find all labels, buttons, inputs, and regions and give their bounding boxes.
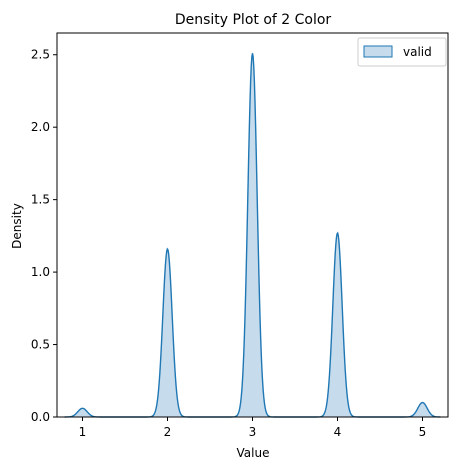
x-tick-label: 4 (334, 425, 342, 439)
x-tick-label: 5 (419, 425, 427, 439)
y-axis-label: Density (10, 203, 24, 249)
legend-label-valid: valid (403, 45, 432, 59)
density-area-valid (64, 53, 441, 417)
x-tick-label: 1 (79, 425, 87, 439)
legend-swatch-valid (363, 45, 393, 58)
chart-title: Density Plot of 2 Color (175, 12, 332, 28)
x-axis: 1 2 3 4 5 (79, 417, 427, 439)
y-tick-label: 1.5 (31, 193, 50, 207)
y-tick-label: 0.5 (31, 338, 50, 352)
y-tick-label: 0.0 (31, 410, 50, 424)
y-tick-label: 2.5 (31, 48, 50, 62)
plot-area (56, 32, 449, 418)
y-tick-label: 2.0 (31, 120, 50, 134)
x-tick-label: 2 (164, 425, 172, 439)
x-axis-label: Value (237, 446, 270, 460)
y-tick-label: 1.0 (31, 265, 50, 279)
y-axis: 0.0 0.5 1.0 1.5 2.0 2.5 (31, 48, 57, 424)
x-tick-label: 3 (249, 425, 257, 439)
legend: valid (357, 37, 447, 67)
legend-box (357, 37, 447, 67)
